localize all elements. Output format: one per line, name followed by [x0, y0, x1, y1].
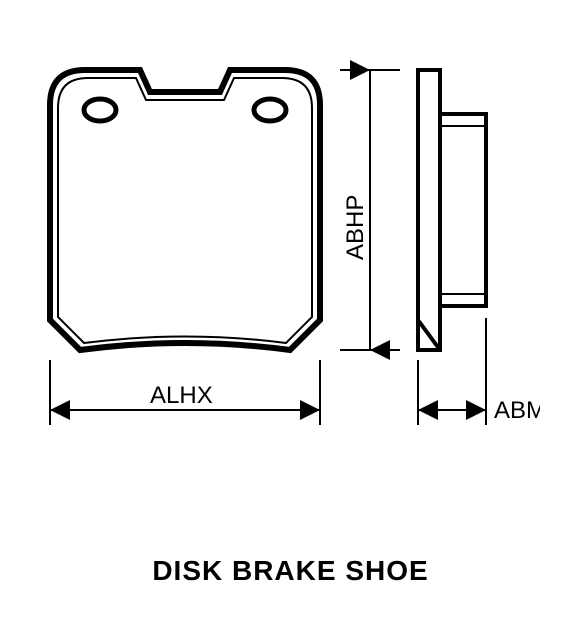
mount-hole-right	[254, 99, 286, 121]
side-chamfer	[418, 320, 440, 350]
alhx-label: ALHX	[150, 382, 213, 409]
side-backing-rect	[418, 70, 440, 350]
dimension-alhx: ALHX	[50, 360, 320, 425]
side-view	[418, 70, 486, 350]
abhp-label: ABHP	[342, 195, 369, 260]
front-outline	[50, 70, 320, 350]
side-pad	[440, 114, 486, 306]
mount-hole-left	[84, 99, 116, 121]
abmc-label: ABMC	[494, 397, 540, 424]
dimension-abhp: ABHP	[340, 70, 400, 350]
dimension-abmc: ABMC	[418, 318, 540, 425]
diagram-title: DISK BRAKE SHOE	[0, 555, 581, 587]
brake-shoe-diagram: ABHP ALHX ABMC	[40, 60, 540, 500]
front-inner-outline	[58, 78, 312, 343]
side-backing	[418, 70, 440, 350]
front-view	[50, 70, 320, 350]
diagram-svg: ABHP ALHX ABMC	[40, 60, 540, 500]
